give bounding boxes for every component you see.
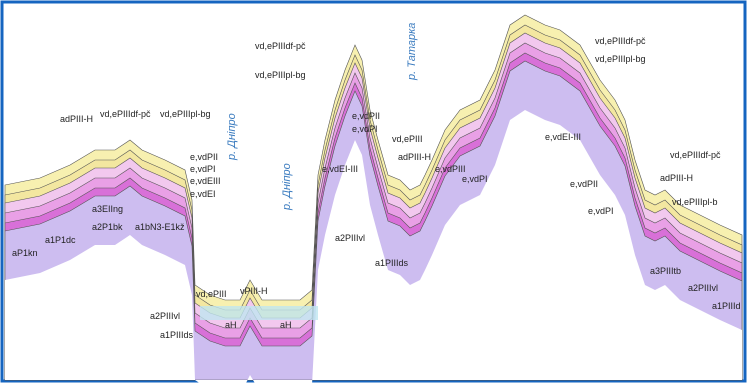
stratum-label: a1PIIId: [712, 301, 741, 311]
stratum-label: vd,ePIIIpl-b: [672, 197, 718, 207]
stratum-label: e,vdEI-III: [322, 164, 358, 174]
stratum-label: aH: [280, 320, 292, 330]
water: [200, 306, 318, 320]
river-label: р. Дніпро: [226, 113, 238, 161]
stratum-label: a3EIIng: [92, 204, 123, 214]
stratum-label: a1bN3-E1kž: [135, 222, 185, 232]
stratum-label: e,vdPII: [570, 179, 598, 189]
stratum-label: aH: [225, 320, 237, 330]
stratum-label: adPIII-H: [60, 114, 93, 124]
stratum-label: a2P1bk: [92, 222, 123, 232]
stratum-label: vd,ePIIIdf-pč: [255, 41, 306, 51]
geologic-section: adPIII-H vd,ePIIIdf-pč vd,ePIIIpl-bg e,vdPI…: [0, 0, 747, 383]
stratum-label: aP1kn: [12, 248, 38, 258]
stratum-label: e,vdEIII: [190, 176, 221, 186]
river-label: р. Дніпро: [281, 163, 293, 211]
stratum-label: vPIII-H: [240, 286, 268, 296]
stratum-label: vd,ePIIIpl-bg: [255, 70, 306, 80]
river-label: р. Татарка: [406, 23, 418, 81]
stratum-label: e,vdPI: [588, 206, 614, 216]
stratum-label: vd,ePIII: [392, 134, 423, 144]
stratum-label: vd,ePIII: [196, 289, 227, 299]
stratum-label: vd,ePIIIdf-pč: [670, 150, 721, 160]
stratum-label: e,vdEI: [190, 189, 216, 199]
stratum-label: vd,ePIIIdf-pč: [100, 109, 151, 119]
stratum-label: e,vdPI: [462, 174, 488, 184]
stratum-label: a1P1dc: [45, 235, 76, 245]
stratum-label: a1PIIIds: [160, 330, 194, 340]
stratum-label: e,vdPII: [190, 152, 218, 162]
stratum-label: e,vdPIII: [435, 164, 466, 174]
stratum-label: vd,ePIIIpl-bg: [595, 54, 646, 64]
stratum-label: e,vdPI: [190, 164, 216, 174]
stratum-label: adPIII-H: [398, 152, 431, 162]
stratum-label: adPIII-H: [660, 173, 693, 183]
stratum-label: vd,ePIIIpl-bg: [160, 109, 211, 119]
stratum-label: a1PIIIds: [375, 258, 409, 268]
stratum-label: vd,ePIIIdf-pč: [595, 36, 646, 46]
stratum-label: a2PIIIvl: [150, 311, 180, 321]
stratum-label: a3PIIItb: [650, 266, 681, 276]
stratum-label: a2PIIIvl: [688, 283, 718, 293]
stratum-label: e,vdPII: [352, 111, 380, 121]
stratum-label: a2PIIIvl: [335, 233, 365, 243]
stratum-label: e,vdEI-III: [545, 132, 581, 142]
stratum-label: e,vdPI: [352, 124, 378, 134]
